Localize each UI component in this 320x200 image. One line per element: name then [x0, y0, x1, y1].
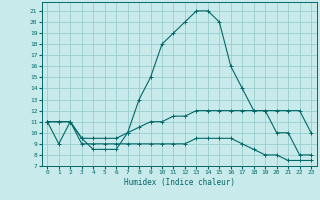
X-axis label: Humidex (Indice chaleur): Humidex (Indice chaleur) — [124, 178, 235, 187]
